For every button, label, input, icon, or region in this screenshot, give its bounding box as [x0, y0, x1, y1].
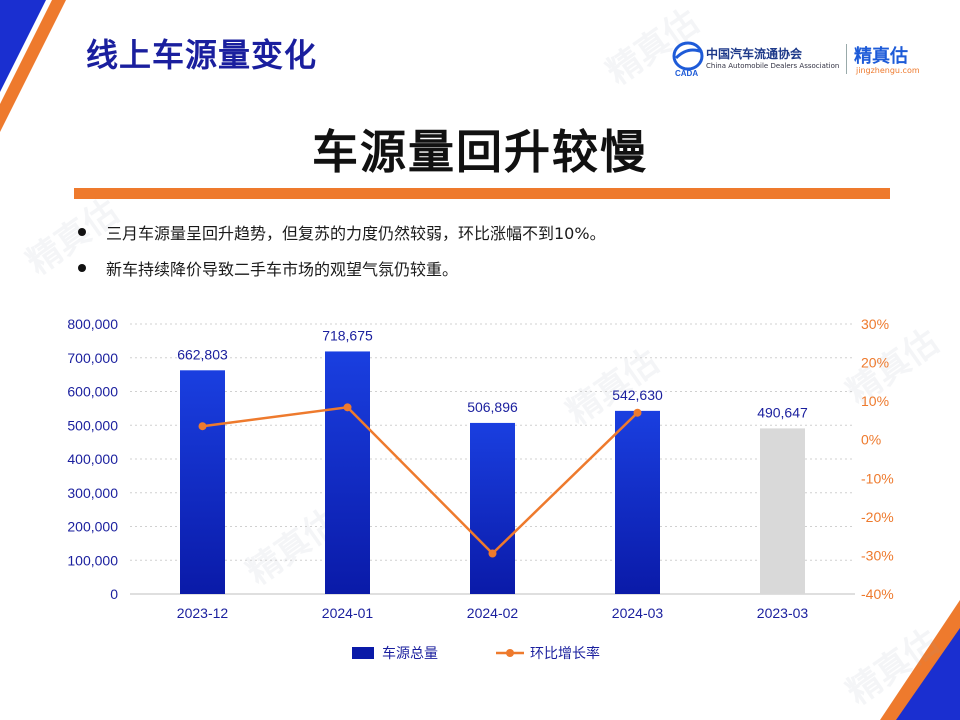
y-right-tick-label: -30%	[861, 547, 894, 563]
y-left-tick-label: 600,000	[67, 384, 118, 400]
legend-label-bars: 车源总量	[382, 645, 438, 661]
y-left-tick-label: 300,000	[67, 485, 118, 501]
y-right-tick-label: -20%	[861, 509, 894, 525]
bar	[180, 370, 225, 594]
y-right-tick-label: 10%	[861, 393, 889, 409]
logo-separator	[846, 44, 847, 74]
cada-logo-mark: CADA	[675, 69, 698, 78]
y-left-tick-label: 100,000	[67, 552, 118, 568]
orange-divider	[74, 188, 890, 199]
cada-name-cn: 中国汽车流通协会	[706, 47, 803, 61]
growth-rate-point	[198, 422, 207, 431]
logo-group: CADA 中国汽车流通协会 China Automobile Dealers A…	[672, 40, 932, 80]
x-tick-label: 2023-12	[177, 605, 229, 621]
bullet-text: 三月车源量呈回升趋势，但复苏的力度仍然较弱，环比涨幅不到10%。	[106, 224, 606, 243]
bar	[760, 428, 805, 594]
x-tick-label: 2024-03	[612, 605, 664, 621]
bar-value-label: 662,803	[177, 346, 228, 362]
bullet-dot-icon	[78, 264, 86, 272]
x-tick-label: 2023-03	[757, 605, 809, 621]
headline: 车源量回升较慢	[312, 125, 648, 179]
y-left-tick-label: 500,000	[67, 417, 118, 433]
growth-rate-point	[633, 408, 642, 417]
cada-name-en: China Automobile Dealers Association	[706, 62, 840, 70]
y-right-tick-label: 20%	[861, 355, 889, 371]
y-right-tick-label: -40%	[861, 586, 894, 602]
bar-value-label: 490,647	[757, 404, 808, 420]
legend-swatch-line-marker	[506, 649, 514, 657]
y-right-tick-label: 0%	[861, 432, 881, 448]
growth-rate-point	[488, 549, 497, 558]
y-left-tick-label: 0	[110, 586, 118, 602]
y-left-tick-label: 800,000	[67, 316, 118, 332]
slide-title: 线上车源量变化	[86, 36, 318, 74]
bar	[615, 410, 660, 594]
y-right-tick-label: 30%	[861, 316, 889, 332]
growth-rate-point	[343, 403, 352, 412]
growth-rate-line	[202, 405, 639, 556]
bar-value-label: 718,675	[322, 327, 373, 343]
y-right-tick-label: -10%	[861, 470, 894, 486]
legend-swatch-bars	[352, 647, 374, 659]
jzg-logo-name: 精真估	[854, 46, 908, 67]
bullet-dot-icon	[78, 228, 86, 236]
chart: 0 100,000 200,000 300,000 400,000 500,000 600,…	[67, 316, 894, 661]
jzg-logo-url: jingzhengu.com	[856, 66, 920, 75]
bar-value-label: 506,896	[467, 399, 518, 415]
x-tick-label: 2024-01	[322, 605, 374, 621]
bar	[325, 351, 370, 594]
x-tick-label: 2024-02	[467, 605, 519, 621]
y-left-tick-label: 200,000	[67, 519, 118, 535]
top-left-corner-decoration	[0, 0, 66, 132]
bar-value-label: 542,630	[612, 387, 663, 403]
bullet-text: 新车持续降价导致二手车市场的观望气氛仍较重。	[106, 260, 459, 279]
cada-logo-icon: CADA	[672, 41, 704, 78]
legend-label-line: 环比增长率	[530, 645, 600, 661]
y-left-tick-label: 400,000	[67, 451, 118, 467]
bar	[470, 422, 515, 594]
bottom-right-corner-decoration	[880, 600, 960, 720]
y-left-tick-label: 700,000	[67, 350, 118, 366]
